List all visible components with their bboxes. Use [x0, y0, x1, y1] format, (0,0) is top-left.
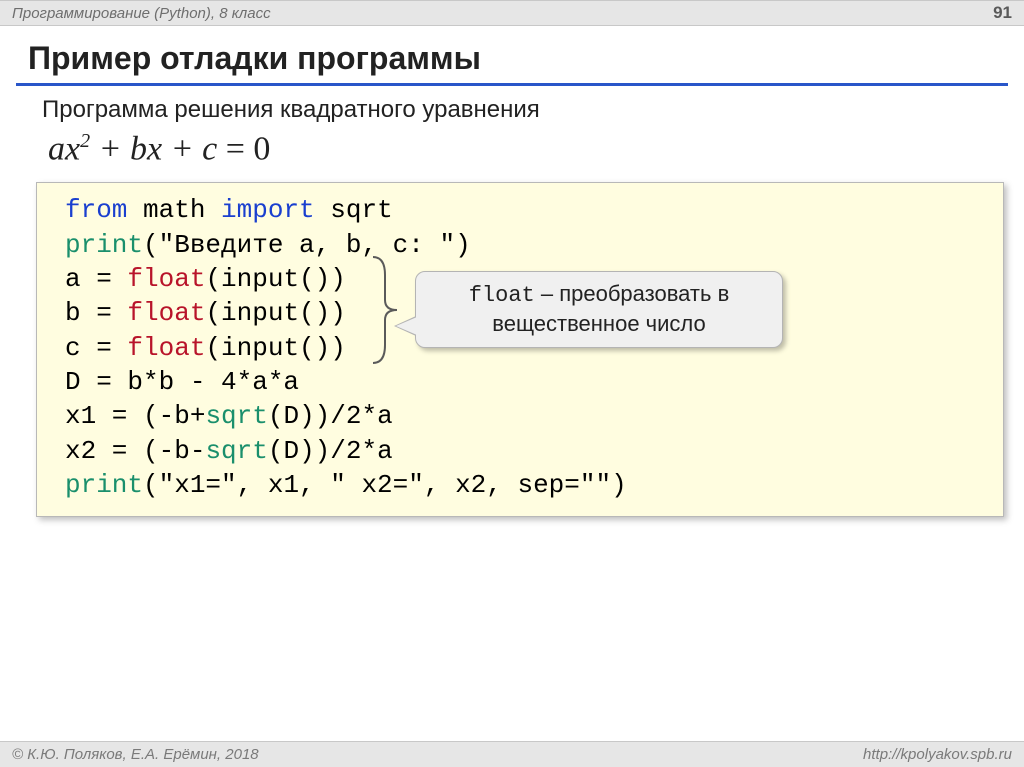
- code-l3-a: a =: [65, 264, 127, 294]
- page-number: 91: [993, 3, 1012, 23]
- code-line-7: x1 = (-b+sqrt(D))/2*a: [65, 399, 985, 433]
- code-l3-inp: (input()): [205, 264, 345, 294]
- eq-eq0: = 0: [217, 130, 270, 167]
- code-l2-rest: ("Введите a, b, c: "): [143, 230, 471, 260]
- code-l8-b: (D))/2*a: [268, 436, 393, 466]
- eq-b: b: [130, 130, 147, 167]
- callout-keyword: float: [469, 283, 535, 308]
- code-l7-a: x1 = (-b+: [65, 401, 205, 431]
- footer-copyright: © К.Ю. Поляков, Е.А. Ерёмин, 2018: [12, 746, 259, 763]
- code-l4-inp: (input()): [205, 298, 345, 328]
- page-title: Пример отладки программы: [0, 26, 1024, 83]
- code-l9-rest: ("x1=", x1, " x2=", x2, sep=""): [143, 470, 627, 500]
- eq-a: a: [48, 130, 65, 167]
- code-l5-inp: (input()): [205, 333, 345, 363]
- code-line-2: print("Введите a, b, c: "): [65, 228, 985, 262]
- eq-c: c: [202, 130, 217, 167]
- equation: ax2 + bx + c = 0: [0, 128, 1024, 178]
- kw-sqrt-2: sqrt: [205, 436, 267, 466]
- eq-plus1: +: [90, 130, 130, 167]
- kw-print-1: print: [65, 230, 143, 260]
- course-label: Программирование (Python), 8 класс: [12, 5, 271, 22]
- callout-bubble: float – преобразовать в вещественное чис…: [415, 271, 783, 348]
- code-panel: from math import sqrt print("Введите a, …: [36, 182, 1004, 517]
- callout-text1: – преобразовать в: [535, 281, 730, 306]
- eq-plus2: +: [162, 130, 202, 167]
- eq-sq: 2: [80, 130, 90, 152]
- code-line-6: D = b*b - 4*a*a: [65, 365, 985, 399]
- kw-print-2: print: [65, 470, 143, 500]
- kw-import: import: [221, 195, 315, 225]
- code-l1-math: math: [127, 195, 221, 225]
- code-l8-a: x2 = (-b-: [65, 436, 205, 466]
- footer-bar: © К.Ю. Поляков, Е.А. Ерёмин, 2018 http:/…: [0, 741, 1024, 767]
- code-line-9: print("x1=", x1, " x2=", x2, sep=""): [65, 468, 985, 502]
- callout-text2: вещественное число: [492, 311, 705, 336]
- kw-float-1: float: [127, 264, 205, 294]
- kw-float-3: float: [127, 333, 205, 363]
- footer-url: http://kpolyakov.spb.ru: [863, 746, 1012, 763]
- kw-sqrt-1: sqrt: [205, 401, 267, 431]
- kw-float-2: float: [127, 298, 205, 328]
- header-bar: Программирование (Python), 8 класс 91: [0, 0, 1024, 26]
- code-l7-b: (D))/2*a: [268, 401, 393, 431]
- subtitle: Программа решения квадратного уравнения: [0, 86, 1024, 128]
- code-line-1: from math import sqrt: [65, 193, 985, 227]
- eq-x1: x: [65, 130, 80, 167]
- eq-x2: x: [147, 130, 162, 167]
- code-l4-a: b =: [65, 298, 127, 328]
- code-l5-a: c =: [65, 333, 127, 363]
- code-l1-sqrt: sqrt: [315, 195, 393, 225]
- brace-icon: [371, 255, 399, 365]
- kw-from: from: [65, 195, 127, 225]
- code-line-8: x2 = (-b-sqrt(D))/2*a: [65, 434, 985, 468]
